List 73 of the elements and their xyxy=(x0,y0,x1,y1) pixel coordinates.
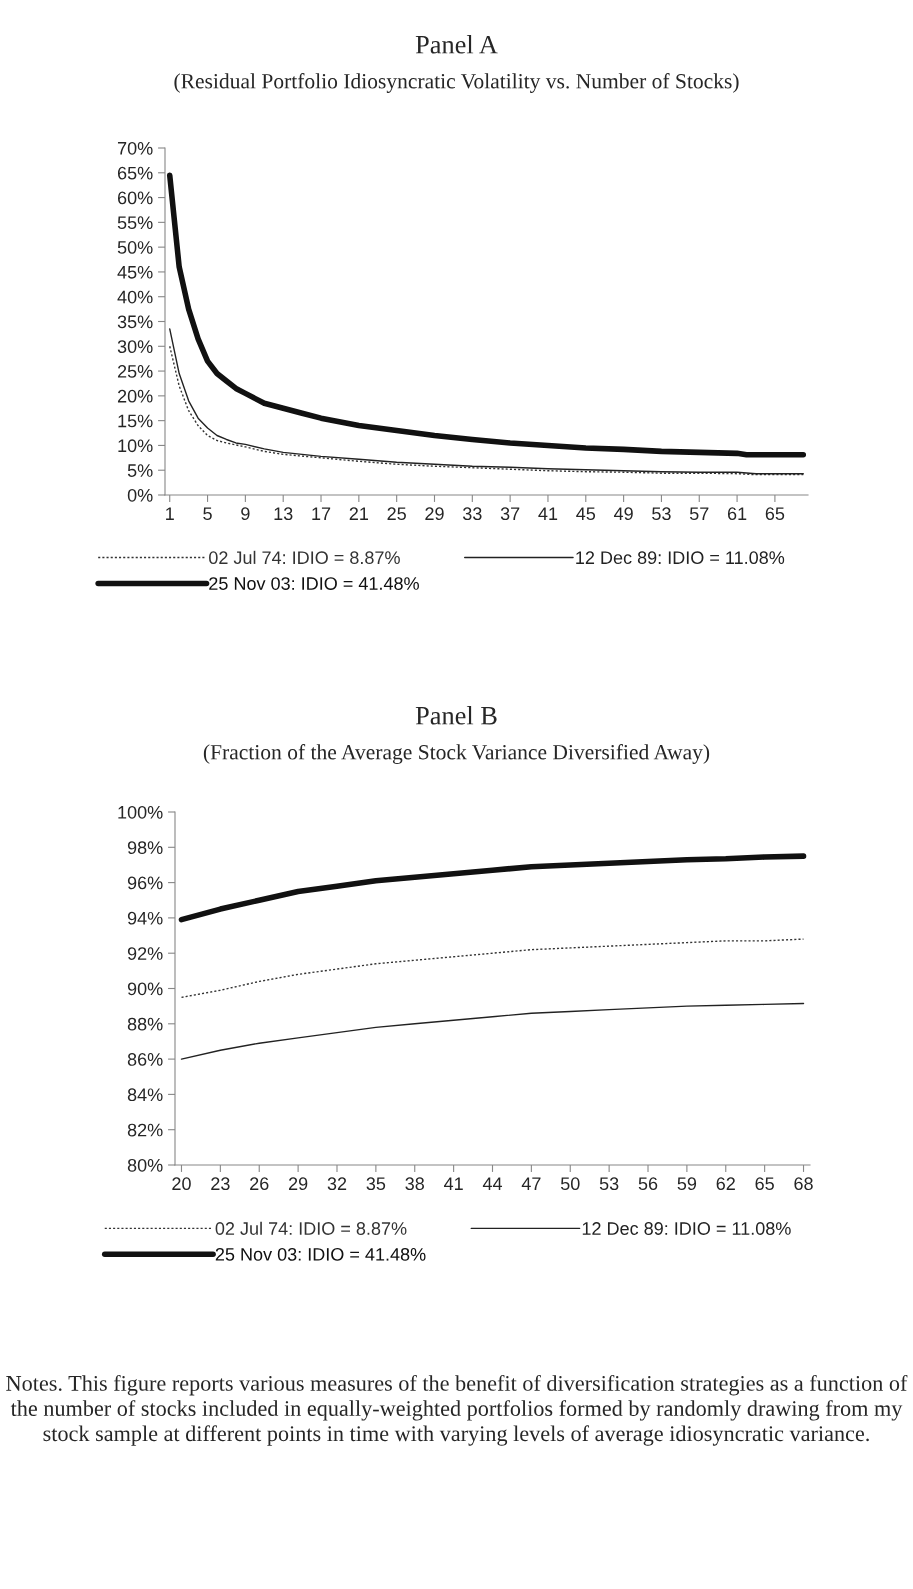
x-tick-label: 49 xyxy=(613,507,633,521)
line-series xyxy=(180,938,805,999)
y-tick-label: 90% xyxy=(127,982,163,996)
x-tick-label: 13 xyxy=(274,507,293,521)
y-tick-label: 98% xyxy=(127,841,163,855)
x-tick-label: 37 xyxy=(500,507,520,521)
text: 12 Dec 89: IDIO = 11.08% xyxy=(582,1222,791,1235)
y-tick-label: 15% xyxy=(118,414,153,428)
x-tick-label: 32 xyxy=(327,1177,347,1191)
y-tick-label: 25% xyxy=(117,365,153,378)
y-tick-label: 86% xyxy=(127,1053,163,1066)
chart-title: Panel A xyxy=(415,35,498,54)
line-series xyxy=(180,1002,805,1060)
text: 25 Nov 03: IDIO = 41.48% xyxy=(215,1247,426,1261)
y-tick-label: 82% xyxy=(127,1123,163,1137)
x-tick-label: 23 xyxy=(211,1177,230,1191)
y-tick-label: 60% xyxy=(117,191,153,205)
x-tick-label: 53 xyxy=(652,507,671,521)
x-tick-label: 21 xyxy=(349,507,369,520)
x-tick-label: 25 xyxy=(387,507,406,521)
x-tick-label: 47 xyxy=(521,1177,541,1190)
x-tick-label: 17 xyxy=(312,507,331,520)
x-tick-label: 33 xyxy=(462,507,482,521)
y-tick-label: 50% xyxy=(117,241,153,254)
y-tick-label: 70% xyxy=(117,141,153,155)
x-tick-label: 45 xyxy=(576,507,596,521)
x-tick-label: 61 xyxy=(727,507,747,521)
y-tick-label: 65% xyxy=(117,166,153,180)
y-tick-label: 96% xyxy=(127,876,163,890)
y-tick-label: 84% xyxy=(127,1088,163,1102)
y-tick-label: 100% xyxy=(118,805,163,819)
x-tick-label: 38 xyxy=(405,1177,424,1191)
text: 02 Jul 74: IDIO = 8.87% xyxy=(215,1221,407,1235)
text: Notes. This figure reports various measures of the benefit of diversification strategies as a function of the number of stocks included in equally-weighted portfolios formed by randomly drawing from my stock sample at different points in time with varying levels of average idiosyncratic variance. xyxy=(6,1375,908,1446)
x-tick-label: 68 xyxy=(794,1177,813,1191)
x-tick-label: 53 xyxy=(599,1177,619,1191)
text: 02 Jul 74: IDIO = 8.87% xyxy=(209,550,400,565)
y-tick-label: 45% xyxy=(117,265,153,279)
x-tick-label: 57 xyxy=(689,507,709,521)
y-tick-label: 30% xyxy=(117,340,153,354)
y-tick-label: 92% xyxy=(127,947,163,960)
y-tick-label: 0% xyxy=(127,488,153,502)
y-tick-label: 80% xyxy=(127,1158,163,1172)
x-tick-label: 50 xyxy=(560,1177,580,1191)
y-tick-label: 35% xyxy=(117,315,153,329)
x-tick-label: 56 xyxy=(638,1177,658,1191)
y-tick-label: 20% xyxy=(117,389,153,403)
x-tick-label: 41 xyxy=(538,507,558,520)
x-tick-label: 62 xyxy=(716,1177,735,1191)
y-tick-label: 88% xyxy=(127,1017,163,1031)
x-tick-label: 29 xyxy=(288,1177,308,1191)
x-tick-label: 41 xyxy=(444,1177,463,1190)
y-tick-label: 10% xyxy=(118,439,153,453)
x-tick-label: 65 xyxy=(755,1177,774,1191)
x-tick-label: 59 xyxy=(677,1177,697,1191)
chart-title: Panel B xyxy=(415,706,497,725)
y-tick-label: 5% xyxy=(127,464,153,477)
y-tick-label: 94% xyxy=(127,911,163,925)
x-tick-label: 44 xyxy=(482,1177,503,1190)
x-tick-label: 26 xyxy=(250,1177,269,1191)
x-tick-label: 20 xyxy=(172,1177,191,1191)
x-tick-label: 35 xyxy=(366,1177,386,1191)
x-tick-label: 1 xyxy=(166,507,174,520)
y-tick-label: 40% xyxy=(117,290,153,304)
chart-subtitle: (Residual Portfolio Idiosyncratic Volatility vs. Number of Stocks) xyxy=(174,73,739,93)
y-tick-label: 55% xyxy=(117,216,153,230)
x-tick-label: 5 xyxy=(203,507,212,521)
text: 25 Nov 03: IDIO = 41.48% xyxy=(209,577,419,590)
x-tick-label: 29 xyxy=(425,507,444,521)
text: 12 Dec 89: IDIO = 11.08% xyxy=(576,551,785,565)
x-tick-label: 9 xyxy=(241,507,250,521)
x-tick-label: 65 xyxy=(765,507,785,521)
chart-subtitle: (Fraction of the Average Stock Variance Diversified Away) xyxy=(203,744,710,764)
